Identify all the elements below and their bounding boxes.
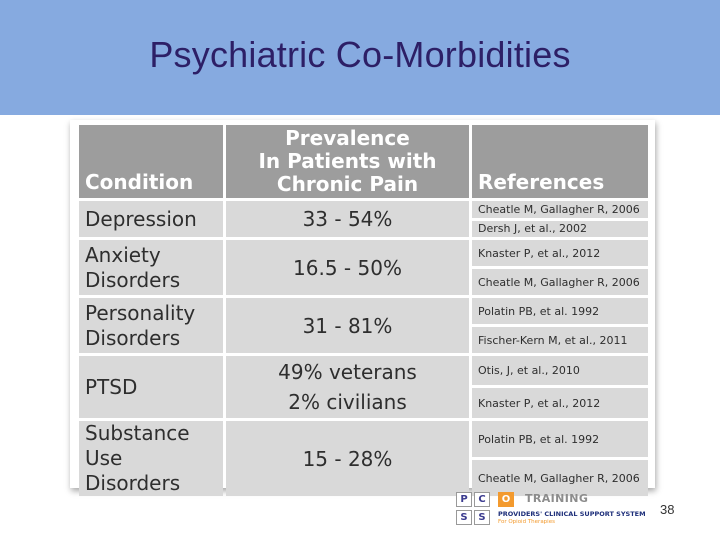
reference-cell: Cheatle M, Gallagher R, 2006 (472, 201, 648, 218)
prevalence-cell: 49% veterans 2% civilians (226, 356, 469, 418)
header-row: Condition Prevalence In Patients with Ch… (79, 125, 648, 198)
header-prevalence: Prevalence In Patients with Chronic Pain (226, 125, 469, 198)
prevalence-text: 31 - 81% (302, 313, 393, 338)
table-row: Depression 33 - 54% Cheatle M, Gallagher… (79, 201, 648, 237)
prevalence-cell: 33 - 54% (226, 201, 469, 237)
reference-cell: Otis, J, et al., 2010 (472, 356, 648, 385)
comorbidity-table: Condition Prevalence In Patients with Ch… (76, 122, 651, 499)
header-prevalence-line: In Patients with (258, 149, 437, 173)
table-row: Fischer-Kern M, et al., 2011 (79, 327, 648, 353)
table-row: Cheatle M, Gallagher R, 2006 (79, 269, 648, 295)
reference-cell: Polatin PB, et al. 1992 (472, 298, 648, 324)
reference-cell: Knaster P, et al., 2012 (472, 240, 648, 266)
condition-text: Substance (85, 421, 190, 445)
table-row: Dersh J, et al., 2002 (79, 220, 648, 237)
condition-cell: Depression (79, 201, 223, 237)
header-condition: Condition (79, 125, 223, 198)
condition-text: Use Disorders (85, 446, 181, 495)
condition-text: Disorders (85, 325, 181, 350)
reference-cell: Fischer-Kern M, et al., 2011 (472, 327, 648, 353)
prevalence-text: 2% civilians (288, 390, 407, 414)
condition-cell: Substance Use Disorders (79, 421, 223, 496)
reference-cell: Cheatle M, Gallagher R, 2006 (472, 269, 648, 295)
prevalence-cell: 31 - 81% (226, 298, 469, 353)
reference-cell: Knaster P, et al., 2012 (472, 388, 648, 418)
prevalence-text: 33 - 54% (302, 207, 393, 231)
logo-letter: P (456, 492, 472, 507)
logo-letter: O (498, 492, 514, 507)
table-row: Knaster P, et al., 2012 (79, 388, 648, 418)
prevalence-cell: 15 - 28% (226, 421, 469, 496)
header-prevalence-line: Prevalence (285, 126, 410, 150)
logo-system-name: PROVIDERS' CLINICAL SUPPORT SYSTEM (498, 510, 646, 518)
condition-text: PTSD (85, 374, 138, 399)
reference-cell: Cheatle M, Gallagher R, 2006 (472, 460, 648, 496)
condition-text: Disorders (85, 267, 181, 292)
table-row: Personality Disorders 31 - 81% Polatin P… (79, 298, 648, 353)
pcss-logo: P C O S S TRAINING PROVIDERS' CLINICAL S… (456, 491, 646, 528)
logo-letter: C (474, 492, 490, 507)
header-prevalence-line: Chronic Pain (276, 172, 419, 196)
prevalence-text: 49% veterans (278, 360, 417, 384)
prevalence-text: 15 - 28% (302, 446, 393, 471)
condition-text: Anxiety (85, 242, 161, 267)
header-references: References (472, 125, 648, 198)
reference-cell: Polatin PB, et al. 1992 (472, 421, 648, 457)
prevalence-text: 16.5 - 50% (293, 255, 402, 280)
table-row: Substance Use Disorders 15 - 28% Polatin… (79, 421, 648, 496)
table-row: PTSD 49% veterans 2% civilians Otis, J, … (79, 356, 648, 418)
condition-cell: PTSD (79, 356, 223, 418)
condition-text: Depression (85, 206, 197, 231)
table-row: Cheatle M, Gallagher R, 2006 (79, 460, 648, 496)
condition-text: Personality (85, 300, 196, 325)
logo-subtitle: For Opioid Therapies (498, 519, 555, 525)
title-banner: Psychiatric Co-Morbidities (0, 0, 720, 115)
logo-letter: S (474, 510, 490, 525)
table-row: Anxiety Disorders 16.5 - 50% Knaster P, … (79, 240, 648, 295)
prevalence-cell: 16.5 - 50% (226, 240, 469, 295)
condition-cell: Personality Disorders (79, 298, 223, 353)
logo-letter: S (456, 510, 472, 525)
reference-cell: Dersh J, et al., 2002 (472, 220, 648, 237)
page-number: 38 (660, 502, 675, 517)
comorbidity-table-frame: Condition Prevalence In Patients with Ch… (70, 120, 655, 496)
condition-cell: Anxiety Disorders (79, 240, 223, 295)
slide-title: Psychiatric Co-Morbidities (149, 34, 571, 75)
logo-training: TRAINING (525, 492, 589, 505)
